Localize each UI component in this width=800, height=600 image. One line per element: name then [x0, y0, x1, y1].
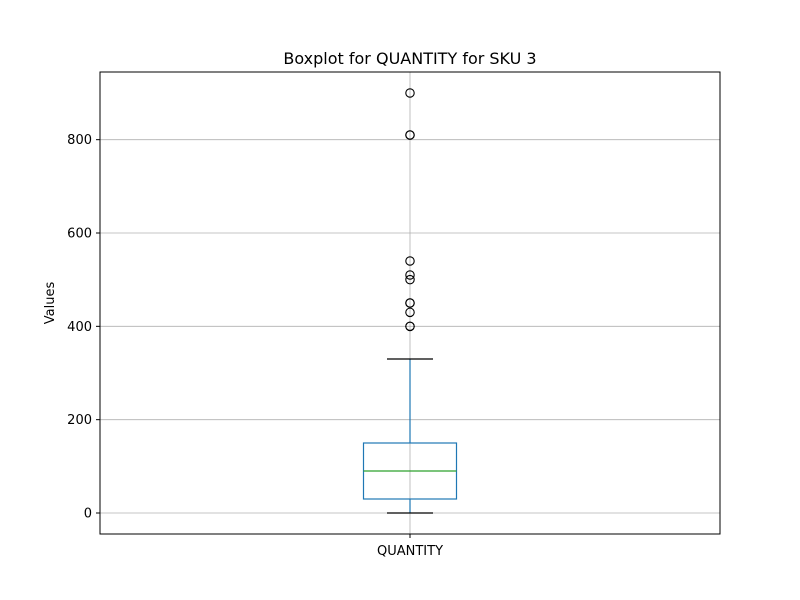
plot-layer: [362, 88, 458, 514]
outlier-point: [405, 307, 415, 318]
y-tick-label: 400: [67, 320, 92, 335]
x-tick-label: QUANTITY: [377, 544, 443, 559]
outlier-point: [405, 88, 415, 98]
y-tick-label: 200: [67, 413, 92, 428]
y-tick-label: 800: [67, 133, 92, 148]
outlier-point: [405, 130, 415, 140]
y-axis-label: Values: [43, 282, 58, 325]
y-tick-label: 600: [67, 227, 92, 242]
chart-title: Boxplot for QUANTITY for SKU 3: [283, 49, 536, 68]
tick-layer: 0 200 400 600 800 QUANTITY: [67, 133, 443, 559]
outlier-point: [405, 298, 415, 308]
outlier-point: [405, 270, 415, 280]
y-tick-label: 0: [84, 507, 92, 522]
outlier-point: [405, 321, 415, 332]
plot-area-frame: [99, 71, 721, 535]
outlier-point: [405, 274, 415, 285]
outlier-point: [405, 256, 415, 266]
